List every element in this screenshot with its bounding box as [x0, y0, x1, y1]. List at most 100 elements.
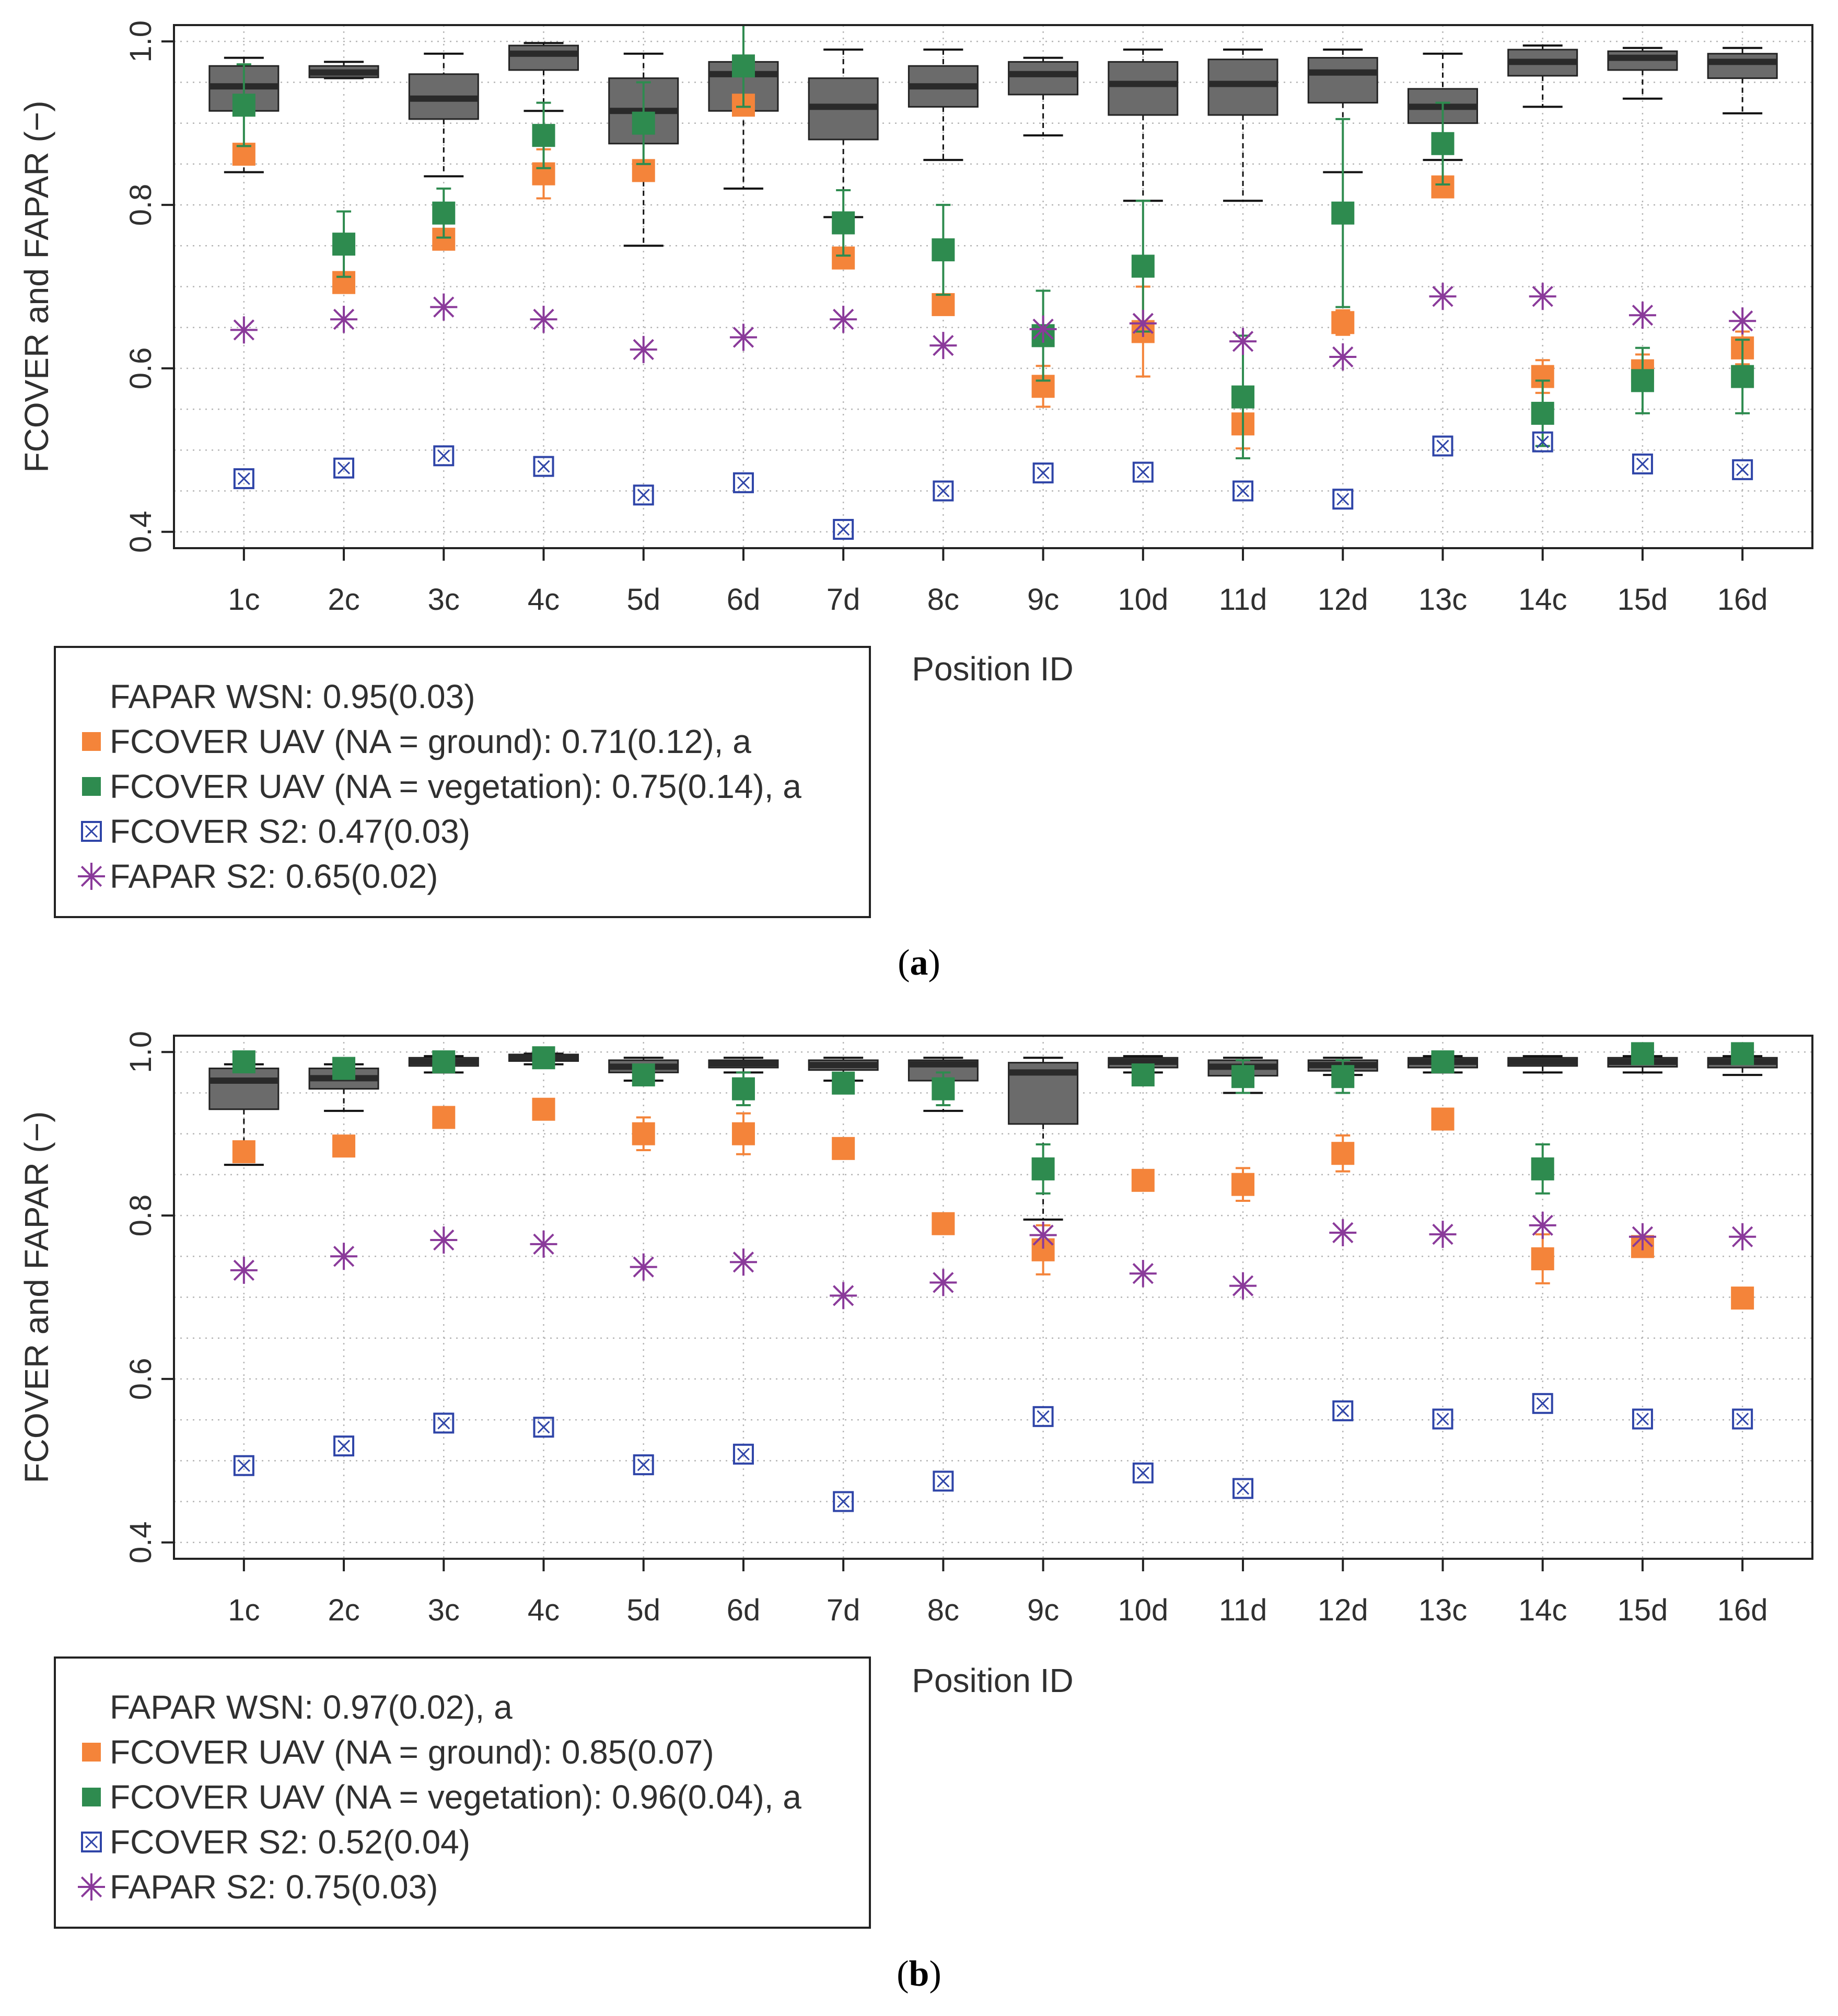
x-tick-label: 9c — [1027, 583, 1059, 617]
s2-fcover-cross — [1336, 1404, 1350, 1417]
y-tick-label: 0.6 — [124, 347, 158, 390]
s2-fcover-point — [533, 1417, 554, 1438]
x-tick-label: 15d — [1618, 1593, 1668, 1627]
s2-fcover-point — [1732, 1408, 1753, 1430]
s2-fapar-point — [1129, 1260, 1157, 1288]
s2-fcover-cross — [1736, 463, 1749, 476]
uav-vegetation-point — [632, 1063, 655, 1087]
uav-ground-point — [1531, 1247, 1554, 1270]
uav-ground-point — [1331, 311, 1355, 334]
uav-vegetation-point — [1531, 1157, 1554, 1180]
boxplot-6d — [708, 1057, 779, 1074]
box-iqr — [1207, 59, 1278, 116]
boxplot-10d — [1108, 48, 1179, 202]
s2-fcover-cross — [937, 484, 950, 497]
x-tick-label: 5d — [626, 583, 660, 617]
series-uav-ground — [232, 1097, 1754, 1310]
s2-fcover-cross — [85, 825, 98, 838]
uav-vegetation-point — [1331, 201, 1355, 225]
s2-fcover-cross — [1636, 1412, 1649, 1426]
s2-fcover-box — [1032, 1406, 1054, 1427]
s2-fcover-cross — [1536, 435, 1549, 448]
s2-fapar-point — [430, 1226, 458, 1254]
s2-fcover-point — [1432, 1408, 1453, 1430]
s2-fcover-cross — [437, 449, 450, 462]
s2-fcover-box — [1332, 489, 1354, 510]
s2-fcover-cross — [237, 472, 250, 485]
panel-a: 0.4 0.6 0.8 1.0 FCOVER and FAPAR (−) 1c 2c 3c 4c… — [18, 20, 1813, 983]
s2-fcover-box — [233, 468, 254, 490]
s2-fapar-point — [1729, 307, 1756, 335]
s2-fcover-point — [333, 1435, 355, 1457]
s2-fcover-box — [1132, 1462, 1154, 1484]
s2-fapar-point — [1429, 283, 1457, 310]
s2-fcover-cross — [1636, 457, 1649, 470]
s2-fapar-point — [1329, 343, 1357, 371]
s2-fapar-point — [1229, 1272, 1257, 1300]
y-tick-label: 1.0 — [124, 1031, 158, 1073]
s2-fcover-cross — [1336, 493, 1350, 506]
uav-vegetation-point — [1631, 369, 1654, 392]
boxplot-2c — [308, 61, 379, 79]
uav-vegetation-point — [532, 1046, 555, 1070]
uav-ground-point — [432, 1106, 456, 1129]
s2-fcover-cross — [1037, 1410, 1050, 1423]
x-tick-label: 13c — [1418, 1593, 1468, 1627]
s2-fcover-box — [1032, 462, 1054, 484]
boxplot-9c — [1008, 1057, 1079, 1221]
s2-fcover-cross — [537, 460, 550, 473]
legend-entry-s2_fcover: FCOVER S2: 0.47(0.03) — [110, 813, 470, 850]
x-tick-label: 15d — [1618, 583, 1668, 617]
s2-fcover-box — [933, 480, 954, 502]
caption-paren-close: ) — [929, 1954, 941, 1994]
x-tick-label: 2c — [328, 583, 359, 617]
legend: FAPAR WSN: 0.97(0.02), a FCOVER UAV (NA =… — [54, 1656, 871, 1929]
s2-fcover-cross — [837, 1495, 850, 1508]
s2-fapar-point — [1529, 283, 1556, 310]
s2-fcover-box — [633, 484, 654, 506]
s2-fcover-cross — [837, 523, 850, 536]
s2-fapar-point — [1529, 1211, 1556, 1239]
s2-fcover-cross — [1436, 1412, 1449, 1426]
s2-fcover-point — [233, 468, 254, 490]
s2-fcover-box — [433, 445, 455, 467]
boxplot-14c — [1507, 1055, 1578, 1074]
legend-swatch-uav-vegetation — [82, 1788, 101, 1806]
uav-vegetation-point — [232, 94, 255, 117]
uav-vegetation-point — [1231, 1065, 1255, 1088]
s2-fcover-point — [1032, 462, 1054, 484]
x-tick-label: 8c — [927, 583, 959, 617]
s2-fcover-point — [333, 457, 355, 479]
s2-fapar-point — [530, 1230, 557, 1258]
uav-vegetation-point — [832, 1071, 855, 1095]
boxplot-9c — [1008, 56, 1079, 137]
s2-fcover-point — [933, 480, 954, 502]
s2-fcover-cross — [1536, 1397, 1549, 1410]
s2-fcover-point — [1132, 461, 1154, 483]
uav-ground-point — [1431, 1107, 1455, 1131]
x-tick-label: 7d — [827, 583, 860, 617]
x-tick-label: 16d — [1717, 1593, 1768, 1627]
s2-fcover-box — [1232, 480, 1254, 502]
s2-fcover-point — [1632, 1408, 1653, 1430]
s2-fcover-point — [633, 1454, 654, 1476]
x-tick-label: 11d — [1219, 1593, 1267, 1627]
s2-fapar-point — [1628, 1223, 1656, 1250]
s2-fcover-box — [1232, 1478, 1254, 1499]
x-tick-label: 16d — [1717, 583, 1768, 617]
s2-fcover-box — [81, 821, 102, 842]
legend-swatch-uav-vegetation — [82, 777, 101, 796]
boxplots — [208, 1052, 1778, 1221]
uav-vegetation-point — [1431, 132, 1455, 155]
s2-fcover-box — [333, 457, 355, 479]
uav-vegetation-point — [832, 211, 855, 235]
boxplot-14c — [1507, 44, 1578, 108]
legend-entry-uav_ground: FCOVER UAV (NA = ground): 0.85(0.07) — [110, 1733, 714, 1771]
s2-fcover-box — [1332, 1400, 1354, 1421]
x-tick-label: 4c — [528, 583, 560, 617]
s2-fcover-box — [833, 1491, 854, 1512]
caption-paren-open: ( — [898, 943, 910, 983]
s2-fapar-point — [729, 323, 757, 351]
s2-fcover-cross — [338, 461, 351, 474]
s2-fcover-cross — [85, 1835, 98, 1849]
